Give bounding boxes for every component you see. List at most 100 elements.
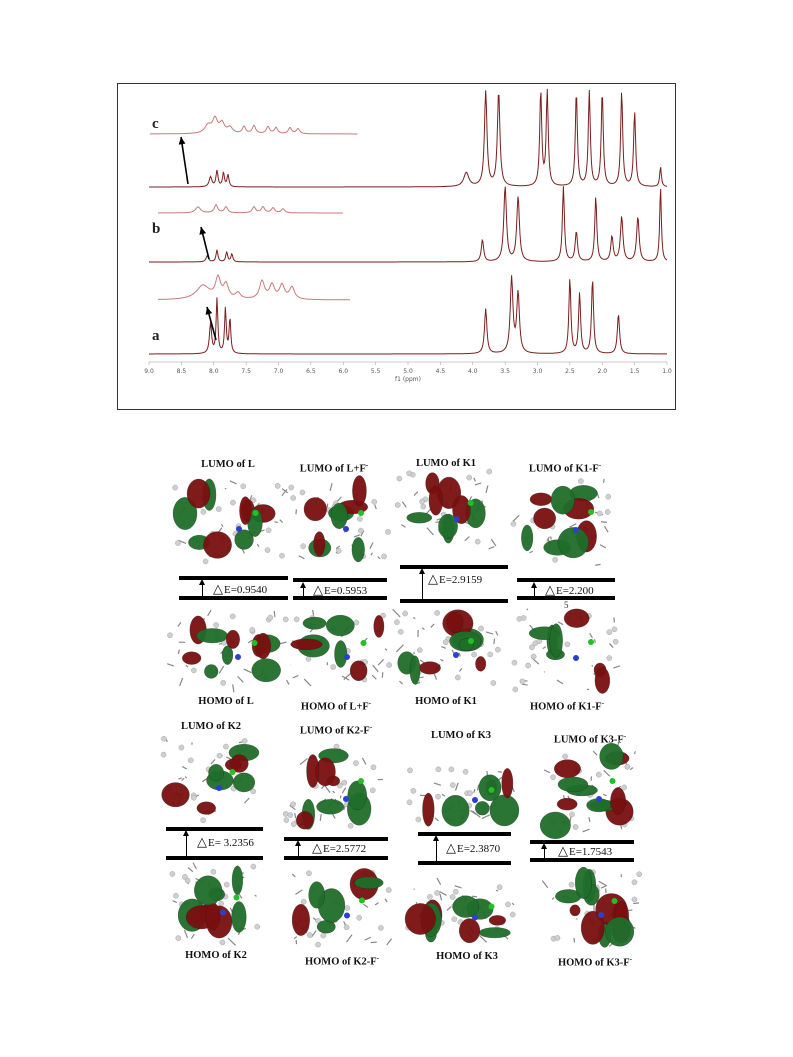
bond <box>569 523 577 528</box>
atom <box>209 530 216 537</box>
orbital-lobe <box>230 754 249 773</box>
atom <box>360 884 367 891</box>
nmr-x-tick-label: 8.5 <box>177 368 187 375</box>
atom <box>312 783 319 789</box>
bond <box>363 903 369 908</box>
bond <box>588 817 591 822</box>
energy-gap-value: E=2.200 <box>556 585 594 597</box>
bond <box>441 793 446 797</box>
atom <box>631 879 638 886</box>
orbital-lobe <box>465 498 486 528</box>
orbital-lobe <box>194 875 223 906</box>
atom <box>435 766 442 773</box>
atom <box>397 629 404 635</box>
homo-title-k2-f: HOMO of K2-F- <box>304 954 380 968</box>
bond <box>374 504 377 510</box>
homo-level-bar <box>284 856 388 860</box>
orbital-lobe <box>204 664 219 679</box>
atom <box>238 754 245 761</box>
bond <box>193 919 202 924</box>
orbital-lobe <box>594 667 610 694</box>
atom <box>337 782 343 789</box>
atom <box>178 744 185 751</box>
bond <box>624 909 629 916</box>
atom <box>386 662 392 668</box>
atom <box>394 502 401 508</box>
orbital-lobe <box>556 798 578 811</box>
chlorine-atom <box>611 898 618 904</box>
lumo-level-bar <box>293 578 387 582</box>
nmr-x-tick-label: 1.5 <box>630 368 640 375</box>
bond <box>467 496 473 504</box>
energy-gap-k2-f: △E=2.5772 <box>284 837 388 860</box>
bond <box>542 646 547 650</box>
orbital-lobe <box>475 801 490 816</box>
atom <box>496 884 503 891</box>
bond <box>372 664 379 673</box>
orbital-lobe <box>188 535 211 550</box>
bond <box>529 550 533 554</box>
bond <box>229 907 235 916</box>
atom <box>406 799 413 806</box>
atom <box>612 920 618 927</box>
bond <box>446 817 454 822</box>
bond <box>567 795 572 803</box>
delta-icon: △ <box>313 582 323 597</box>
atom <box>582 526 588 532</box>
orbital-lobe <box>555 889 582 904</box>
atom <box>358 527 364 534</box>
bond <box>340 628 347 638</box>
bond <box>332 920 338 924</box>
bond <box>369 542 374 549</box>
up-arrow-icon <box>541 843 547 858</box>
orbital-homo-k1-f <box>511 608 621 694</box>
atom <box>344 905 351 911</box>
lumo-level-bar <box>179 576 288 580</box>
orbital-lobe <box>610 787 626 816</box>
atom <box>282 811 289 817</box>
orbital-homo-k2-f <box>291 868 393 948</box>
atom <box>624 763 631 770</box>
orbital-lobe <box>182 651 202 665</box>
bond <box>256 672 265 678</box>
bond <box>166 663 175 667</box>
atom <box>300 898 307 905</box>
bond <box>258 529 265 533</box>
bond <box>238 746 247 754</box>
bond <box>232 684 235 693</box>
atom <box>604 509 611 515</box>
orbital-lobe <box>234 529 254 550</box>
atom <box>202 558 209 565</box>
bond <box>439 893 443 901</box>
nmr-x-tick-label: 7.5 <box>241 368 251 375</box>
bond <box>243 797 250 804</box>
atom <box>357 516 363 522</box>
orbital-lobe <box>172 497 198 530</box>
orbital-lobe <box>409 655 421 685</box>
bond <box>326 503 329 508</box>
atom <box>330 664 336 670</box>
nmr-inset-a <box>158 274 350 301</box>
orbital-lobe <box>420 902 442 937</box>
bond <box>342 525 346 533</box>
nmr-x-tick-label: 4.0 <box>468 368 478 375</box>
bond <box>433 673 438 680</box>
bond <box>293 936 298 940</box>
bond <box>286 679 290 685</box>
atom <box>215 506 222 512</box>
bond <box>219 894 226 897</box>
bond <box>458 652 461 657</box>
atom <box>344 801 350 808</box>
bond <box>444 806 453 813</box>
nitrogen-atom <box>453 652 459 658</box>
orbital-lumo-l-f <box>281 475 391 563</box>
bond <box>421 627 425 630</box>
bond <box>289 804 296 811</box>
nmr-inset-c <box>150 115 358 135</box>
orbital-lobe <box>569 485 598 502</box>
bond <box>361 757 367 765</box>
atom <box>562 753 568 760</box>
bond <box>449 483 452 492</box>
trace-label-b: b <box>152 221 161 237</box>
atom <box>466 474 473 481</box>
